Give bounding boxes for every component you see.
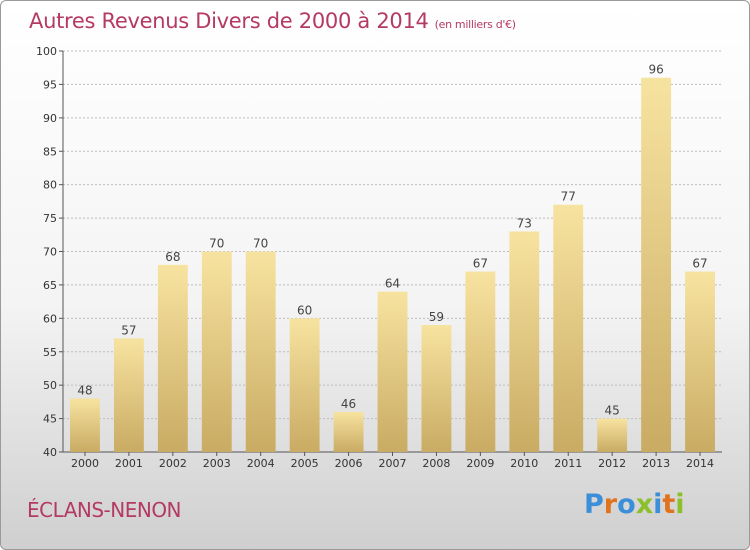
x-tick-label: 2003 [203, 457, 231, 470]
y-tick-label: 70 [43, 246, 57, 259]
logo-letter: o [617, 489, 636, 520]
x-tick-label: 2004 [247, 457, 275, 470]
logo-letter: x [635, 489, 654, 520]
y-tick-label: 80 [43, 179, 57, 192]
bar-value-label: 70 [209, 237, 224, 251]
x-tick-label: 2014 [686, 457, 714, 470]
x-tick-label: 2012 [598, 457, 626, 470]
bar-value-label: 67 [473, 257, 488, 271]
bar [333, 411, 364, 452]
logo-letter: P [584, 489, 604, 520]
chart-title-text: Autres Revenus Divers de 2000 à 2014 [29, 9, 429, 33]
bar [70, 398, 100, 452]
x-tick-label: 2011 [554, 457, 582, 470]
bar-value-label: 45 [605, 404, 620, 418]
bar-value-label: 73 [517, 216, 532, 230]
x-tick-label: 2005 [291, 457, 319, 470]
y-tick-label: 65 [43, 279, 57, 292]
x-tick-label: 2000 [71, 457, 99, 470]
bar [157, 264, 188, 452]
bar-value-label: 57 [121, 323, 136, 337]
bar [289, 318, 320, 452]
axes: 40 45 50 55 60 65 70 75 80 85 90 95 100 2000 2001 2002 2… [36, 45, 722, 470]
x-tick-label: 2002 [159, 457, 187, 470]
bar-value-label: 70 [253, 237, 268, 251]
bar [685, 271, 715, 452]
y-tick-label: 90 [43, 112, 57, 125]
x-tick-label: 2007 [379, 457, 407, 470]
commune-name: ÉCLANS-NENON [27, 498, 182, 522]
x-tick-label: 2001 [115, 457, 143, 470]
bar-value-label: 77 [561, 190, 576, 204]
value-labels: 48 57 68 70 70 60 46 64 59 67 73 77 45 96 67 [77, 63, 707, 418]
x-tick-label: 2010 [510, 457, 538, 470]
bar-value-label: 96 [648, 63, 663, 77]
logo-letter: i [653, 489, 663, 520]
y-tick-label: 60 [43, 312, 57, 325]
x-tick-label: 2006 [335, 457, 363, 470]
logo-letter: i [675, 489, 685, 520]
bar-value-label: 46 [341, 397, 356, 411]
y-tick-label: 95 [43, 78, 57, 91]
chart-unit: (en milliers d'€) [434, 18, 516, 31]
bar-value-label: 68 [165, 250, 180, 264]
logo-letter: t [662, 489, 676, 520]
bar-value-label: 60 [297, 303, 312, 317]
bar-value-label: 64 [385, 277, 400, 291]
bar-value-label: 48 [77, 384, 92, 398]
chart-title: Autres Revenus Divers de 2000 à 2014 (en … [29, 9, 516, 33]
bar [465, 271, 496, 452]
proxiti-logo: Proxiti [584, 489, 685, 520]
logo-letter: r [603, 489, 618, 520]
y-tick-label: 100 [36, 45, 57, 58]
bar [509, 231, 540, 452]
x-tick-label: 2009 [466, 457, 494, 470]
bar [245, 251, 276, 452]
x-tick-label: 2008 [422, 457, 450, 470]
bar [597, 418, 628, 452]
y-tick-label: 85 [43, 145, 57, 158]
y-tick-label: 75 [43, 212, 57, 225]
bar [553, 204, 584, 452]
bar [421, 325, 452, 452]
y-tick-label: 40 [43, 446, 57, 459]
y-tick-label: 55 [43, 346, 57, 359]
bar-value-label: 59 [429, 310, 444, 324]
y-tick-label: 50 [43, 379, 57, 392]
bar [641, 77, 672, 452]
bar [113, 338, 144, 452]
x-tick-label: 2013 [642, 457, 670, 470]
bars [70, 77, 715, 452]
bar [201, 251, 232, 452]
bar-value-label: 67 [692, 257, 707, 271]
bar [377, 291, 408, 452]
y-tick-label: 45 [43, 413, 57, 426]
